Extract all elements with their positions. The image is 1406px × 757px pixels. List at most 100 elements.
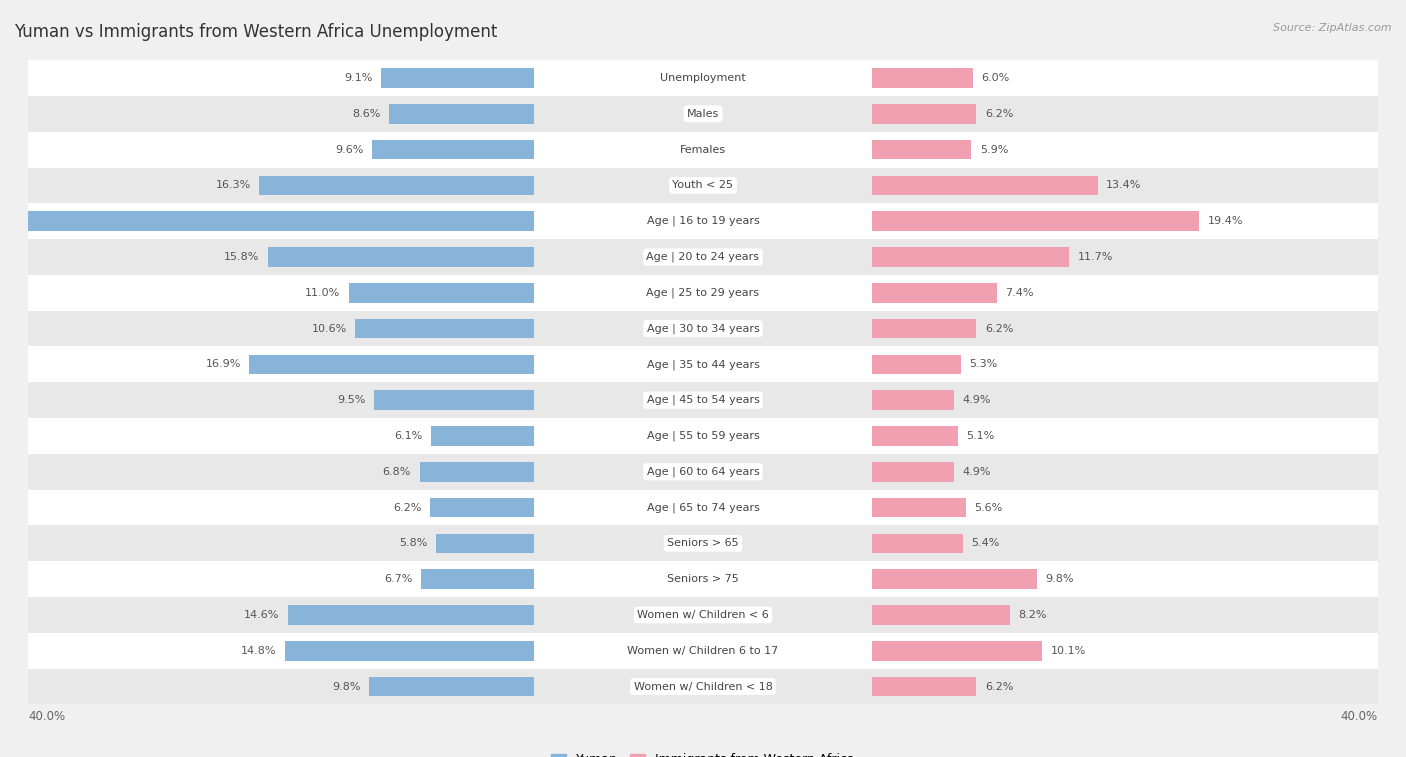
Text: 14.8%: 14.8% <box>240 646 276 656</box>
Text: 9.8%: 9.8% <box>332 681 360 692</box>
Bar <box>872 140 972 160</box>
Bar <box>422 569 534 589</box>
Text: 7.4%: 7.4% <box>1005 288 1033 298</box>
Bar <box>28 167 1378 204</box>
Bar <box>28 418 1378 454</box>
Bar <box>381 68 534 88</box>
Text: Females: Females <box>681 145 725 154</box>
Text: Age | 65 to 74 years: Age | 65 to 74 years <box>647 503 759 512</box>
Bar <box>267 248 534 267</box>
Text: Age | 35 to 44 years: Age | 35 to 44 years <box>647 359 759 369</box>
Text: Women w/ Children < 6: Women w/ Children < 6 <box>637 610 769 620</box>
Bar <box>28 633 1378 668</box>
Bar <box>374 391 534 410</box>
Text: 40.0%: 40.0% <box>28 710 65 723</box>
Text: 5.3%: 5.3% <box>970 360 998 369</box>
Text: 5.8%: 5.8% <box>399 538 427 548</box>
Text: 6.2%: 6.2% <box>392 503 422 512</box>
Bar <box>419 462 534 481</box>
Text: Age | 55 to 59 years: Age | 55 to 59 years <box>647 431 759 441</box>
Bar <box>28 597 1378 633</box>
Text: 10.1%: 10.1% <box>1050 646 1085 656</box>
Bar <box>28 132 1378 167</box>
Text: Women w/ Children < 18: Women w/ Children < 18 <box>634 681 772 692</box>
Text: Age | 25 to 29 years: Age | 25 to 29 years <box>647 288 759 298</box>
Bar <box>872 534 963 553</box>
Bar <box>872 354 962 374</box>
Text: 5.6%: 5.6% <box>974 503 1002 512</box>
Bar <box>872 641 1042 661</box>
Legend: Yuman, Immigrants from Western Africa: Yuman, Immigrants from Western Africa <box>546 748 860 757</box>
Text: Yuman vs Immigrants from Western Africa Unemployment: Yuman vs Immigrants from Western Africa … <box>14 23 498 41</box>
Bar <box>872 68 973 88</box>
Bar <box>436 534 534 553</box>
Text: Age | 45 to 54 years: Age | 45 to 54 years <box>647 395 759 406</box>
Bar <box>28 454 1378 490</box>
Text: 4.9%: 4.9% <box>963 395 991 405</box>
Text: Seniors > 65: Seniors > 65 <box>668 538 738 548</box>
Bar <box>430 497 534 517</box>
Bar <box>872 569 1038 589</box>
Bar <box>872 462 955 481</box>
Bar <box>389 104 534 123</box>
Text: Women w/ Children 6 to 17: Women w/ Children 6 to 17 <box>627 646 779 656</box>
Text: Males: Males <box>688 109 718 119</box>
Bar <box>872 497 966 517</box>
Bar <box>368 677 534 696</box>
Text: 6.0%: 6.0% <box>981 73 1010 83</box>
Text: Age | 30 to 34 years: Age | 30 to 34 years <box>647 323 759 334</box>
Bar <box>28 347 1378 382</box>
Text: Age | 16 to 19 years: Age | 16 to 19 years <box>647 216 759 226</box>
Bar <box>432 426 534 446</box>
Bar <box>28 96 1378 132</box>
Bar <box>872 248 1069 267</box>
Bar <box>28 561 1378 597</box>
Text: 14.6%: 14.6% <box>245 610 280 620</box>
Bar <box>0 211 534 231</box>
Text: 13.4%: 13.4% <box>1107 180 1142 191</box>
Text: 8.2%: 8.2% <box>1018 610 1047 620</box>
Text: Source: ZipAtlas.com: Source: ZipAtlas.com <box>1274 23 1392 33</box>
Bar <box>872 426 957 446</box>
Text: 9.6%: 9.6% <box>336 145 364 154</box>
Bar <box>872 605 1010 625</box>
Bar <box>872 104 976 123</box>
Bar <box>872 211 1199 231</box>
Text: 6.1%: 6.1% <box>395 431 423 441</box>
Text: 5.4%: 5.4% <box>972 538 1000 548</box>
Text: Age | 60 to 64 years: Age | 60 to 64 years <box>647 466 759 477</box>
Text: 10.6%: 10.6% <box>312 323 347 334</box>
Text: 6.2%: 6.2% <box>984 109 1014 119</box>
Text: 8.6%: 8.6% <box>353 109 381 119</box>
Text: 16.3%: 16.3% <box>215 180 250 191</box>
Text: 6.7%: 6.7% <box>384 574 413 584</box>
Text: Unemployment: Unemployment <box>661 73 745 83</box>
Text: Youth < 25: Youth < 25 <box>672 180 734 191</box>
Text: 9.8%: 9.8% <box>1046 574 1074 584</box>
Bar <box>872 319 976 338</box>
Bar <box>288 605 534 625</box>
Bar <box>28 525 1378 561</box>
Text: 5.9%: 5.9% <box>980 145 1008 154</box>
Bar <box>28 382 1378 418</box>
Text: 9.5%: 9.5% <box>337 395 366 405</box>
Bar <box>28 668 1378 705</box>
Text: 5.1%: 5.1% <box>966 431 994 441</box>
Bar <box>356 319 534 338</box>
Text: 9.1%: 9.1% <box>344 73 373 83</box>
Bar <box>28 204 1378 239</box>
Text: Seniors > 75: Seniors > 75 <box>666 574 740 584</box>
Bar <box>872 677 976 696</box>
Text: 11.0%: 11.0% <box>305 288 340 298</box>
Text: 16.9%: 16.9% <box>205 360 240 369</box>
Bar <box>28 60 1378 96</box>
Bar <box>249 354 534 374</box>
Bar <box>28 239 1378 275</box>
Text: 6.8%: 6.8% <box>382 467 411 477</box>
Text: 6.2%: 6.2% <box>984 323 1014 334</box>
Bar <box>28 490 1378 525</box>
Bar <box>259 176 534 195</box>
Bar <box>373 140 534 160</box>
Bar <box>28 275 1378 310</box>
Text: Age | 20 to 24 years: Age | 20 to 24 years <box>647 252 759 262</box>
